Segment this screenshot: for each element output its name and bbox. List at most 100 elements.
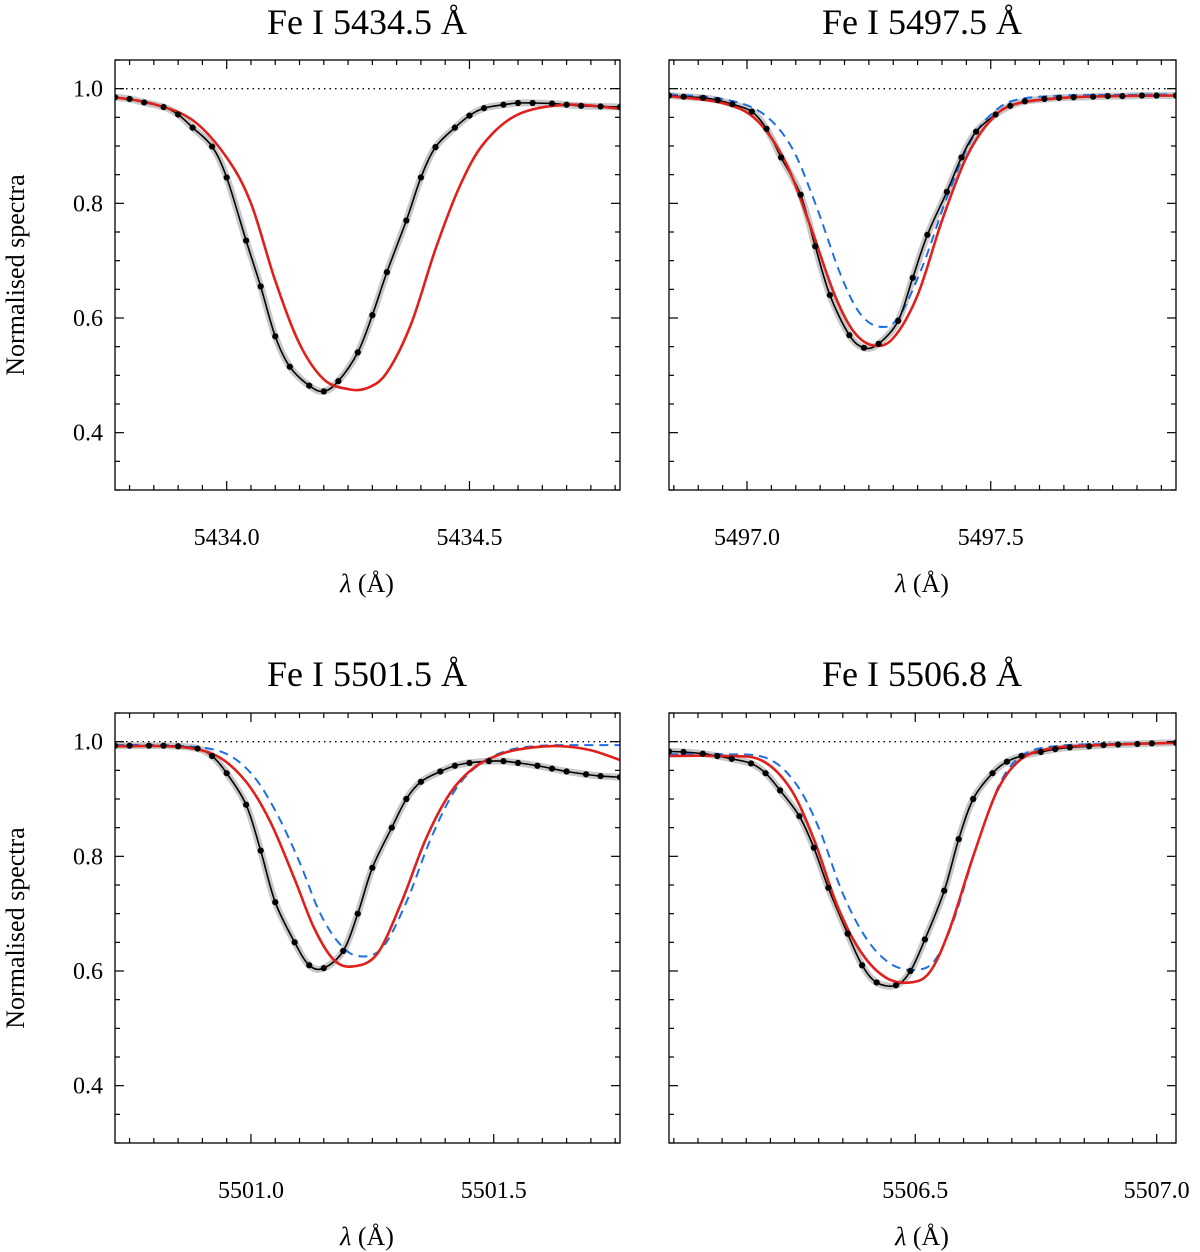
observed-point [272,899,279,906]
observed-point [955,836,962,843]
observed-point [354,349,361,356]
y-tick-label: 0.6 [73,306,103,332]
plot-frame [114,712,621,1144]
observed-point [451,124,458,131]
observed-point [115,94,119,101]
observed-point [680,93,687,100]
plot-area [115,740,620,973]
observed-point [514,759,522,766]
y-axis-label: Normalised spectra [1,174,30,376]
observed-point [616,774,620,781]
observed-point [388,824,395,831]
observed-point [1070,94,1077,101]
observed-point [796,813,803,820]
observed-point [335,377,342,385]
observed-point [1003,758,1011,765]
plot-area [669,739,1176,990]
y-tick-label: 1.0 [73,730,103,756]
x-tick-label: 5507.0 [1124,1178,1190,1204]
x-axis-label: λ (Å) [894,1222,949,1251]
observed-point [417,778,425,785]
x-axis-label-unit: (Å) [351,569,394,598]
observed-point [921,936,929,943]
observed-point [320,388,327,395]
observed-point [714,97,721,104]
observed-point [778,154,785,161]
observed-point [432,144,439,151]
observed-point [160,103,167,111]
observed-point [797,191,804,198]
observed-point [369,312,376,319]
observed-point [941,887,948,894]
observed-point [548,100,556,107]
observed-point [354,910,361,917]
x-tick-label: 5506.5 [882,1178,948,1204]
observed-point [500,758,507,765]
observed-point [669,748,673,755]
observed-point [480,105,488,112]
observed-point [257,847,264,854]
observed-point [126,95,133,103]
x-axis-label-symbol: λ [894,1222,906,1251]
observed-point [973,128,980,135]
observed-point [126,742,133,749]
observed-point [291,939,298,946]
observed-point [1100,742,1107,749]
observed-point [924,231,931,238]
observed-line [669,94,1176,350]
observed-point [616,103,620,111]
observed-point [223,174,230,181]
observed-point [209,752,216,760]
observed-point [762,770,769,777]
x-axis-label: λ (Å) [894,569,949,598]
observed-point [714,752,721,760]
observed-point [1018,752,1025,760]
red-model-line [115,95,620,392]
panel-5434: Fe I 5434.5 Å Normalised spectra λ (Å) 0… [1,2,621,598]
uncertainty-band [115,742,620,973]
blue-model-line [669,741,1176,971]
panel-title: Fe I 5497.5 Å [822,2,1022,42]
y-axis-label: Normalised spectra [1,827,30,1029]
blue-model-line [669,93,1176,329]
observed-point [680,748,687,756]
panel-5506: Fe I 5506.8 Å λ (Å) 5506.5 5507.0 [668,654,1190,1251]
observed-point [810,844,817,851]
panel-title: Fe I 5434.5 Å [267,2,467,42]
observed-point [548,765,556,772]
red-model-line [669,741,1176,985]
observed-point [747,760,755,767]
observed-point [485,758,492,765]
observed-point [189,124,196,131]
observed-point [417,174,425,181]
observed-point [306,962,313,969]
x-axis-label-unit: (Å) [906,569,949,598]
observed-line [115,96,620,393]
observed-point [826,291,833,299]
x-axis-label-symbol: λ [339,569,351,598]
observed-point [369,864,376,871]
x-tick-label: 5434.5 [436,525,502,551]
observed-point [776,787,784,794]
red-model-line [669,94,1176,348]
observed-point [194,745,201,752]
observed-point [970,795,977,803]
observed-line [115,744,620,971]
observed-point [1055,94,1063,101]
observed-point [257,283,264,290]
panel-5497: Fe I 5497.5 Å λ (Å) 5497.0 5497.5 [668,2,1177,598]
observed-point [812,243,819,250]
observed-point [875,340,882,347]
observed-point [563,101,570,108]
observed-point [989,770,996,777]
observed-point [729,101,736,108]
observed-point [1172,92,1176,99]
x-tick-label: 5434.0 [194,525,260,551]
observed-point [1090,93,1097,100]
observed-point [892,982,900,989]
plot-frame [668,712,1177,1144]
observed-point [451,762,458,769]
uncertainty-band [669,92,1176,352]
observed-point [175,743,182,750]
